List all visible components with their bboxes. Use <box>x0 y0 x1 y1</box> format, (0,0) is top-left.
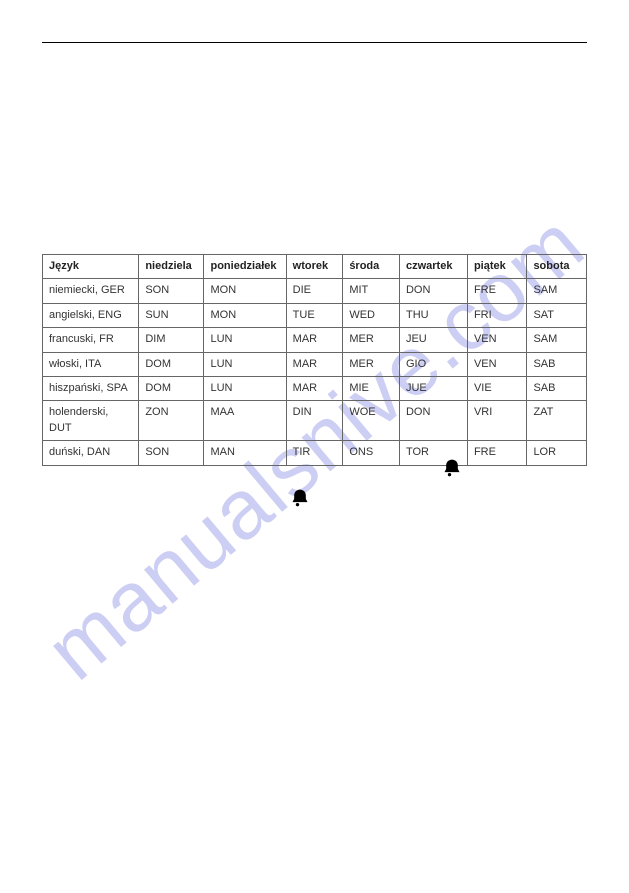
cell: VEN <box>467 352 526 376</box>
cell: francuski, FR <box>43 328 139 352</box>
table-header-row: Język niedziela poniedziałek wtorek środ… <box>43 255 587 279</box>
cell: włoski, ITA <box>43 352 139 376</box>
cell: DIM <box>139 328 204 352</box>
table-row: francuski, FR DIM LUN MAR MER JEU VEN SA… <box>43 328 587 352</box>
language-day-table-wrap: Język niedziela poniedziałek wtorek środ… <box>42 254 587 466</box>
cell: MIT <box>343 279 400 303</box>
col-header: środa <box>343 255 400 279</box>
cell: SON <box>139 441 204 465</box>
cell: DIN <box>286 401 343 441</box>
cell: VEN <box>467 328 526 352</box>
cell: LUN <box>204 352 286 376</box>
col-header: piątek <box>467 255 526 279</box>
cell: DON <box>399 279 467 303</box>
top-rule <box>42 42 587 43</box>
cell: hiszpański, SPA <box>43 376 139 400</box>
cell: LOR <box>527 441 587 465</box>
cell: JEU <box>399 328 467 352</box>
cell: ONS <box>343 441 400 465</box>
cell: DOM <box>139 352 204 376</box>
cell: MAA <box>204 401 286 441</box>
cell: ZON <box>139 401 204 441</box>
cell: holenderski, DUT <box>43 401 139 441</box>
cell: MER <box>343 352 400 376</box>
cell: FRE <box>467 279 526 303</box>
cell: MAN <box>204 441 286 465</box>
cell: LUN <box>204 376 286 400</box>
cell: SAT <box>527 303 587 327</box>
col-header: poniedziałek <box>204 255 286 279</box>
cell: FRI <box>467 303 526 327</box>
cell: LUN <box>204 328 286 352</box>
table-row: niemiecki, GER SON MON DIE MIT DON FRE S… <box>43 279 587 303</box>
cell: JUE <box>399 376 467 400</box>
col-header: wtorek <box>286 255 343 279</box>
bell-icon <box>290 488 310 508</box>
cell: angielski, ENG <box>43 303 139 327</box>
cell: SAM <box>527 328 587 352</box>
col-header: czwartek <box>399 255 467 279</box>
cell: VIE <box>467 376 526 400</box>
cell: SUN <box>139 303 204 327</box>
cell: MAR <box>286 328 343 352</box>
cell: duński, DAN <box>43 441 139 465</box>
bell-icon <box>442 458 462 478</box>
document-page: manualsnive.com Język niedziela poniedzi… <box>0 0 629 893</box>
col-header: sobota <box>527 255 587 279</box>
language-day-table: Język niedziela poniedziałek wtorek środ… <box>42 254 587 466</box>
cell: FRE <box>467 441 526 465</box>
col-header: Język <box>43 255 139 279</box>
cell: WED <box>343 303 400 327</box>
cell: WOE <box>343 401 400 441</box>
table-body: niemiecki, GER SON MON DIE MIT DON FRE S… <box>43 279 587 465</box>
cell: ZAT <box>527 401 587 441</box>
cell: niemiecki, GER <box>43 279 139 303</box>
table-row: angielski, ENG SUN MON TUE WED THU FRI S… <box>43 303 587 327</box>
table-row: holenderski, DUT ZON MAA DIN WOE DON VRI… <box>43 401 587 441</box>
cell: TUE <box>286 303 343 327</box>
table-row: duński, DAN SON MAN TIR ONS TOR FRE LOR <box>43 441 587 465</box>
table-row: hiszpański, SPA DOM LUN MAR MIE JUE VIE … <box>43 376 587 400</box>
cell: GIO <box>399 352 467 376</box>
cell: TIR <box>286 441 343 465</box>
cell: MON <box>204 279 286 303</box>
col-header: niedziela <box>139 255 204 279</box>
cell: DIE <box>286 279 343 303</box>
cell: MER <box>343 328 400 352</box>
cell: SAM <box>527 279 587 303</box>
cell: THU <box>399 303 467 327</box>
cell: MIE <box>343 376 400 400</box>
cell: VRI <box>467 401 526 441</box>
table-row: włoski, ITA DOM LUN MAR MER GIO VEN SAB <box>43 352 587 376</box>
cell: MAR <box>286 352 343 376</box>
cell: MAR <box>286 376 343 400</box>
cell: SON <box>139 279 204 303</box>
cell: SAB <box>527 376 587 400</box>
cell: SAB <box>527 352 587 376</box>
cell: DON <box>399 401 467 441</box>
cell: MON <box>204 303 286 327</box>
cell: DOM <box>139 376 204 400</box>
